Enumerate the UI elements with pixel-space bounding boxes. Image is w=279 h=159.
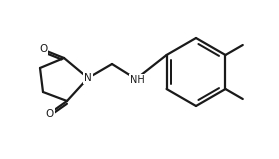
Text: O: O bbox=[46, 109, 54, 119]
Text: O: O bbox=[39, 44, 47, 54]
Text: NH: NH bbox=[130, 75, 144, 85]
Text: N: N bbox=[84, 73, 92, 83]
